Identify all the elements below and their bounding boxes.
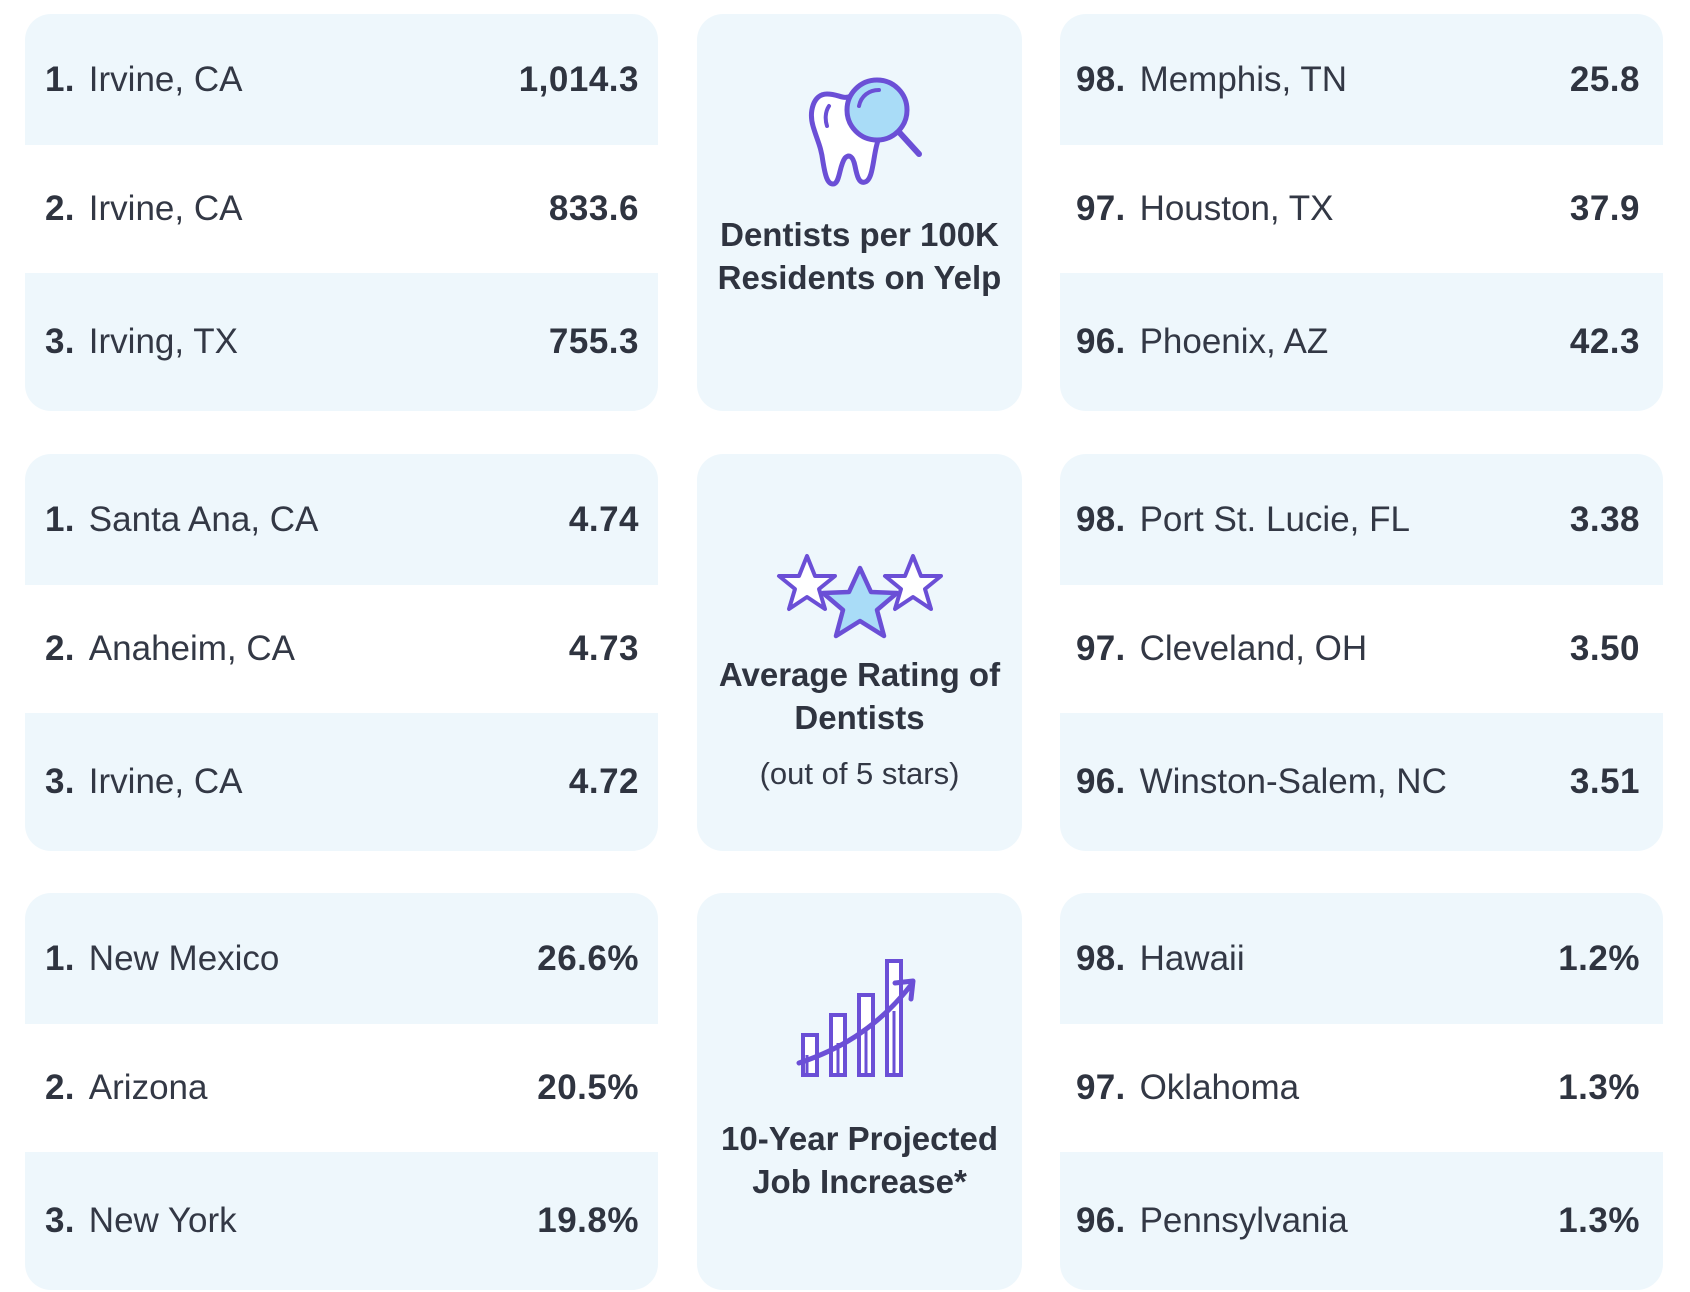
location-name: New York <box>88 1201 237 1240</box>
metric-value: 1.3% <box>1558 1068 1640 1107</box>
location-name: Irving, TX <box>88 322 238 361</box>
list-item: 3. New York 19.8% <box>25 1152 658 1290</box>
metric-value: 25.8 <box>1569 59 1640 99</box>
growth-chart-icon <box>697 951 1022 1086</box>
rank-number: 98. <box>1076 59 1126 99</box>
rank-number: 98. <box>1076 499 1126 539</box>
list-item: 2. Arizona 20.5% <box>25 1024 658 1152</box>
location-name: Hawaii <box>1139 938 1245 978</box>
metric-value: 20.5% <box>537 1068 639 1107</box>
location-name: Oklahoma <box>1139 1068 1300 1107</box>
metric-value: 3.38 <box>1569 499 1640 539</box>
location-name: Port St. Lucie, FL <box>1139 499 1410 539</box>
rank-number: 3. <box>45 322 75 361</box>
metric-value: 42.3 <box>1569 322 1640 361</box>
rank-number: 3. <box>45 762 75 801</box>
list-item: 1. Santa Ana, CA 4.74 <box>25 454 658 585</box>
metric-value: 833.6 <box>548 189 639 228</box>
metric-value: 4.74 <box>568 499 639 539</box>
location-name: Arizona <box>88 1068 208 1107</box>
section-projected-job-increase: 1. New Mexico 26.6% 2. Arizona 20.5% 3. … <box>0 893 1690 1290</box>
rank-number: 1. <box>45 499 75 539</box>
list-item: 98. Hawaii 1.2% <box>1060 893 1663 1024</box>
location-name: Santa Ana, CA <box>88 499 319 539</box>
rank-number: 98. <box>1076 938 1126 978</box>
rank-number: 97. <box>1076 1068 1126 1107</box>
list-item: 98. Port St. Lucie, FL 3.38 <box>1060 454 1663 585</box>
location-name: Phoenix, AZ <box>1139 322 1329 361</box>
location-name: Cleveland, OH <box>1139 629 1368 668</box>
location-name: Houston, TX <box>1139 189 1334 228</box>
location-name: Winston-Salem, NC <box>1139 762 1447 801</box>
metric-title: Average Rating of Dentists <box>718 656 1001 736</box>
metric-value: 26.6% <box>537 938 639 978</box>
metric-value: 755.3 <box>548 322 639 361</box>
metric-title: 10-Year Projected Job Increase* <box>721 1120 998 1200</box>
list-item: 96. Winston-Salem, NC 3.51 <box>1060 713 1663 851</box>
rank-number: 96. <box>1076 762 1126 801</box>
list-item: 97. Oklahoma 1.3% <box>1060 1024 1663 1152</box>
rank-number: 1. <box>45 59 75 99</box>
list-item: 98. Memphis, TN 25.8 <box>1060 14 1663 145</box>
list-item: 1. New Mexico 26.6% <box>25 893 658 1024</box>
tooth-magnifier-icon <box>697 66 1022 201</box>
section-average-rating: 1. Santa Ana, CA 4.74 2. Anaheim, CA 4.7… <box>0 454 1690 851</box>
location-name: Pennsylvania <box>1139 1201 1348 1240</box>
three-stars-icon <box>697 546 1022 651</box>
rank-number: 97. <box>1076 629 1126 668</box>
metric-value: 1.3% <box>1558 1201 1640 1240</box>
metric-panel: 10-Year Projected Job Increase* <box>697 893 1022 1290</box>
location-name: Irvine, CA <box>88 762 243 801</box>
list-item: 97. Houston, TX 37.9 <box>1060 145 1663 273</box>
metric-subtitle: (out of 5 stars) <box>759 756 960 791</box>
rank-number: 97. <box>1076 189 1126 228</box>
list-item: 97. Cleveland, OH 3.50 <box>1060 585 1663 713</box>
top-ranked-list: 1. Santa Ana, CA 4.74 2. Anaheim, CA 4.7… <box>25 454 658 851</box>
metric-panel: Dentists per 100K Residents on Yelp <box>697 14 1022 411</box>
rank-number: 96. <box>1076 322 1126 361</box>
metric-panel: Average Rating of Dentists (out of 5 sta… <box>697 454 1022 851</box>
list-item: 3. Irvine, CA 4.72 <box>25 713 658 851</box>
metric-title: Dentists per 100K Residents on Yelp <box>717 216 1002 296</box>
location-name: New Mexico <box>88 938 280 978</box>
top-ranked-list: 1. New Mexico 26.6% 2. Arizona 20.5% 3. … <box>25 893 658 1290</box>
rank-number: 2. <box>45 629 75 668</box>
location-name: Anaheim, CA <box>88 629 296 668</box>
metric-value: 37.9 <box>1569 189 1640 228</box>
list-item: 96. Pennsylvania 1.3% <box>1060 1152 1663 1290</box>
metric-value: 4.73 <box>568 629 639 668</box>
location-name: Irvine, CA <box>88 59 243 99</box>
location-name: Irvine, CA <box>88 189 243 228</box>
bottom-ranked-list: 98. Hawaii 1.2% 97. Oklahoma 1.3% 96. Pe… <box>1060 893 1663 1290</box>
rank-number: 96. <box>1076 1201 1126 1240</box>
list-item: 2. Irvine, CA 833.6 <box>25 145 658 273</box>
rank-number: 1. <box>45 938 75 978</box>
top-ranked-list: 1. Irvine, CA 1,014.3 2. Irvine, CA 833.… <box>25 14 658 411</box>
metric-value: 1,014.3 <box>518 59 639 99</box>
rank-number: 2. <box>45 1068 75 1107</box>
rank-number: 3. <box>45 1201 75 1240</box>
metric-value: 4.72 <box>568 762 639 801</box>
metric-value: 1.2% <box>1558 938 1640 978</box>
bottom-ranked-list: 98. Memphis, TN 25.8 97. Houston, TX 37.… <box>1060 14 1663 411</box>
rank-number: 2. <box>45 189 75 228</box>
location-name: Memphis, TN <box>1139 59 1348 99</box>
section-dentists-per-100k: 1. Irvine, CA 1,014.3 2. Irvine, CA 833.… <box>0 14 1690 411</box>
bottom-ranked-list: 98. Port St. Lucie, FL 3.38 97. Clevelan… <box>1060 454 1663 851</box>
list-item: 3. Irving, TX 755.3 <box>25 273 658 411</box>
list-item: 1. Irvine, CA 1,014.3 <box>25 14 658 145</box>
metric-value: 3.51 <box>1569 762 1640 801</box>
metric-value: 19.8% <box>537 1201 639 1240</box>
list-item: 96. Phoenix, AZ 42.3 <box>1060 273 1663 411</box>
list-item: 2. Anaheim, CA 4.73 <box>25 585 658 713</box>
metric-value: 3.50 <box>1569 629 1640 668</box>
